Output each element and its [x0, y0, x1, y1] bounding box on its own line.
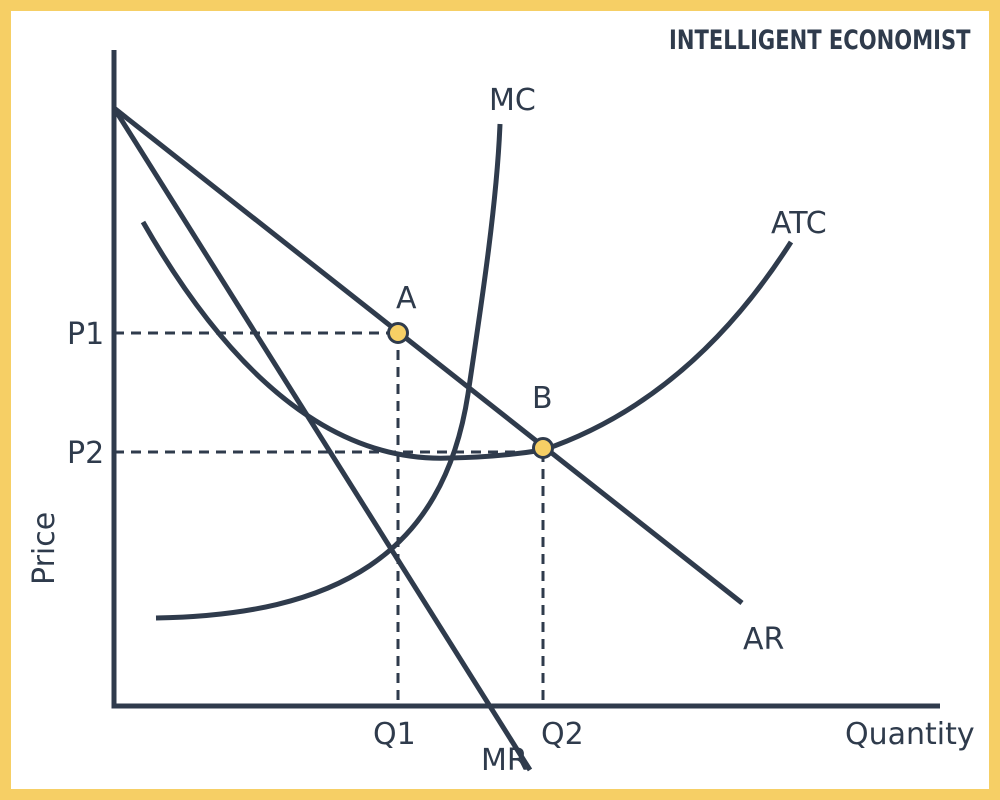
mr-curve	[111, 106, 533, 772]
point-a-marker	[387, 322, 409, 344]
tick-p2: P2	[67, 436, 104, 471]
mc-curve	[155, 123, 503, 621]
atc-label: ATC	[771, 206, 827, 241]
tick-q1: Q1	[373, 717, 416, 752]
point-a-label: A	[396, 281, 417, 316]
point-b-marker	[532, 437, 554, 459]
y-axis-label: Price	[27, 512, 62, 585]
tick-p1: P1	[67, 317, 104, 352]
tick-q2: Q2	[541, 717, 584, 752]
axes	[111, 50, 940, 709]
brand-logo: INTELLIGENT ECONOMIST	[669, 25, 971, 56]
atc-curve	[140, 220, 794, 461]
ar-label: AR	[743, 622, 784, 657]
mc-label: MC	[489, 83, 536, 118]
ar-curve	[112, 106, 744, 605]
x-axis-label: Quantity	[845, 717, 975, 752]
mr-label: MR	[481, 743, 528, 778]
point-b-label: B	[532, 381, 553, 416]
